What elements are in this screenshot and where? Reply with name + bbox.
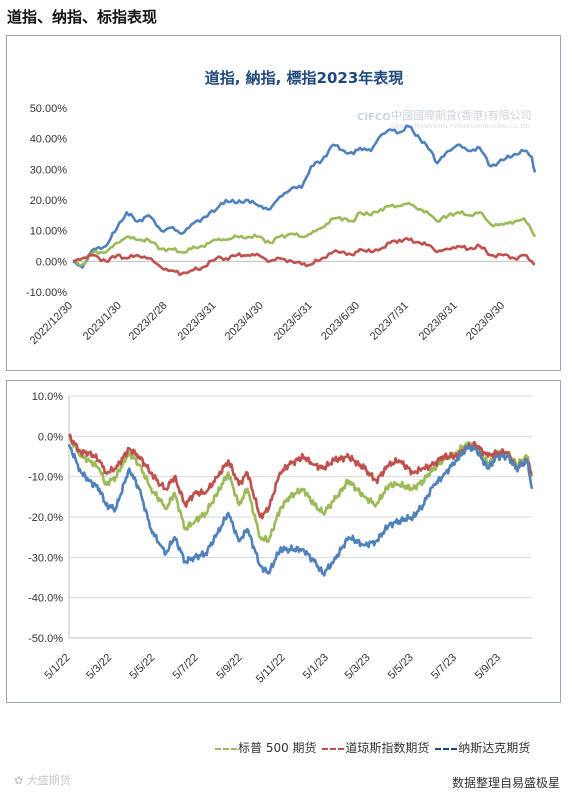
x-tick-label: 2023/7/31 [368,300,411,343]
x-tick-label: 5/9/22 [214,652,244,682]
logo-company: 中國國際期貨(香港)有限公司 [391,108,532,122]
legend-label-dow: 道琼斯指数期货 [345,741,430,755]
y-tick-label: -40.0% [28,593,63,605]
x-tick-label: 5/5/22 [127,652,157,682]
x-tick-label: 5/7/23 [429,652,459,682]
x-tick-label: 5/9/23 [473,652,503,682]
x-tick-label: 2023/5/31 [272,300,315,343]
x-tick-label: 5/1/23 [301,652,331,682]
x-tick-label: 2023/8/31 [417,300,460,343]
chart2-panel: -50.0% -40.0% -30.0% -20.0% -10.0% 0.0% 10.0% 5… [6,380,561,703]
legend-swatch-sp500 [215,747,237,750]
x-tick-label: 5/1/22 [42,652,72,682]
y-tick-label: 0.0% [38,431,63,443]
y-tick-label: 10.0% [32,391,63,403]
x-tick-label: 2023/2/28 [127,300,170,343]
x-tick-label: 5/3/23 [343,652,373,682]
x-tick-label: 2023/3/31 [176,300,219,343]
chart2-svg: -50.0% -40.0% -30.0% -20.0% -10.0% 0.0% 10.0% 5… [28,391,534,686]
x-tick-label: 5/11/22 [254,652,288,686]
y-tick-label: -50.0% [28,633,63,645]
legend-swatch-dow [322,747,345,750]
x-tick-label: 2023/1/30 [81,300,124,343]
watermark: ✿ 大盛期货 [14,774,71,787]
legend-item-sp500: 标普 500 期货 [215,741,317,755]
legend-label-sp500: 标普 500 期货 [238,741,317,755]
chart1-panel: CIFCO 中國國際期貨(香港)有限公司 CHINA INTERNATIONAL F… [6,35,561,371]
series-line-nasdaq [67,443,534,577]
y-tick-label: -10.00% [26,287,67,299]
chart1-svg: CIFCO 中國國際期貨(香港)有限公司 CHINA INTERNATIONAL F… [26,69,537,347]
legend-swatch-nasdaq [435,747,458,750]
page-title: 道指、纳指、标指表现 [7,8,158,26]
y-tick-label: 10.00% [30,226,68,238]
legend-item-nasdaq: 纳斯达克期货 [435,741,530,755]
x-tick-label: 2023/6/30 [319,300,362,343]
series-line-dow [72,236,536,276]
legend-label-nasdaq: 纳斯达克期货 [458,741,531,755]
watermark-text: 大盛期货 [26,774,71,787]
y-tick-label: 50.00% [30,103,68,115]
source-note: 数据整理自易盛极星 [451,776,560,790]
logo-company-en: CHINA INTERNATIONAL FUTURES (HONGKONG) C… [391,124,530,130]
legend-item-dow: 道琼斯指数期货 [322,741,429,755]
y-tick-label: 20.00% [30,195,68,207]
logo-mark: CIFCO [357,112,391,123]
series-line-dow [67,433,533,520]
x-tick-label: 2022/12/30 [28,300,75,347]
x-tick-label: 5/7/22 [171,652,201,682]
company-logo: CIFCO 中國國際期貨(香港)有限公司 CHINA INTERNATIONAL F… [357,108,532,130]
chart-legend: 标普 500 期货 道琼斯指数期货 纳斯达克期货 [215,739,532,756]
x-tick-label: 5/5/23 [386,652,416,682]
y-tick-label: 30.00% [30,164,68,176]
y-tick-label: 0.00% [36,256,67,268]
y-tick-label: 40.00% [30,134,68,146]
x-tick-label: 2023/9/30 [464,300,507,343]
y-tick-label: -10.0% [28,472,63,484]
series-line-nasdaq [72,124,537,269]
chart-title: 道指, 納指, 標指2023年表現 [205,69,404,87]
series-line-sp500 [72,201,537,267]
y-tick-label: -30.0% [28,552,63,564]
x-tick-label: 2023/4/30 [223,300,266,343]
x-tick-label: 5/3/22 [84,652,114,682]
y-tick-label: -20.0% [28,512,63,524]
